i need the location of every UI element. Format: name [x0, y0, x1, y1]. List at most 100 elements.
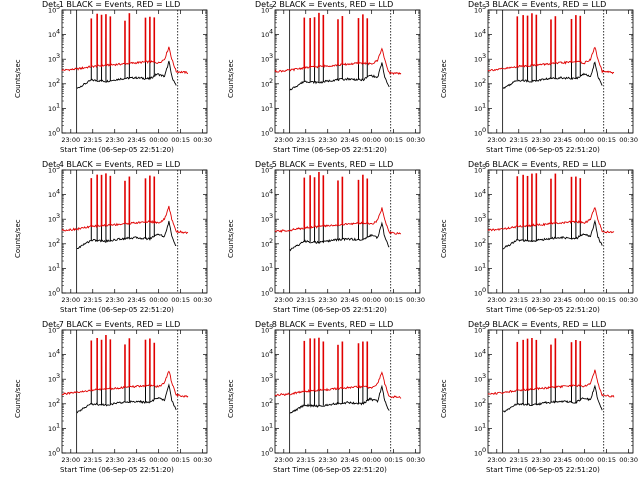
x-tick-label: 23:00: [274, 296, 293, 304]
detector-panel: 10 0 10 1 10 2 10 3 10 4 10 5 23:00 23:15 23:30 23:45 00…: [426, 160, 639, 320]
y-tick-exponent: 5: [269, 323, 273, 331]
x-tick-label: 00:30: [193, 456, 212, 464]
plot-frame: [487, 9, 634, 134]
x-tick-label: 23:30: [105, 296, 124, 304]
y-tick-label: 10: [261, 376, 269, 384]
y-tick-label: 10: [474, 327, 482, 335]
x-tick-label: 23:30: [105, 136, 124, 144]
y-tick-label: 10: [48, 191, 56, 199]
x-tick-label: 00:15: [597, 296, 616, 304]
x-tick-label: 23:15: [83, 456, 102, 464]
y-tick-label: 10: [474, 105, 482, 113]
x-tick-label: 00:00: [149, 296, 168, 304]
y-tick-exponent: 3: [56, 372, 60, 380]
y-tick-label: 10: [261, 216, 269, 224]
x-tick-label: 23:45: [553, 456, 572, 464]
detector-panel: 10 0 10 1 10 2 10 3 10 4 10 5 23:00 23:15 23:30 23:45 00…: [213, 320, 426, 480]
y-tick-label: 10: [474, 31, 482, 39]
x-tick-label: 00:00: [362, 456, 381, 464]
y-tick-label: 10: [48, 167, 56, 175]
x-tick-label: 00:30: [193, 136, 212, 144]
x-tick-label: 00:15: [597, 136, 616, 144]
x-tick-label: 23:45: [127, 296, 146, 304]
detector-panel: 10 0 10 1 10 2 10 3 10 4 10 5 23:00 23:15 23:30 23:45 00…: [0, 320, 213, 480]
series-line-lld: [487, 206, 615, 234]
detector-panel: 10 0 10 1 10 2 10 3 10 4 10 5 23:00 23:15 23:30 23:45 00…: [426, 320, 639, 480]
y-tick-exponent: 3: [56, 52, 60, 60]
y-axis-label: Counts/sec: [14, 219, 22, 258]
y-tick-exponent: 2: [482, 77, 486, 85]
x-tick-label: 23:30: [531, 456, 550, 464]
y-tick-label: 10: [261, 80, 269, 88]
y-tick-label: 10: [261, 327, 269, 335]
y-tick-label: 10: [48, 425, 56, 433]
y-tick-label: 10: [48, 31, 56, 39]
y-tick-exponent: 0: [269, 286, 273, 294]
y-tick-exponent: 0: [482, 126, 486, 134]
y-tick-label: 10: [261, 351, 269, 359]
series-line-events: [289, 62, 390, 91]
plot-frame: [274, 9, 421, 134]
plot-frame: [274, 329, 421, 454]
y-tick-label: 10: [48, 130, 56, 138]
y-tick-label: 10: [261, 7, 269, 15]
x-tick-label: 23:00: [274, 136, 293, 144]
x-tick-label: 23:00: [274, 456, 293, 464]
y-tick-exponent: 1: [56, 101, 60, 109]
y-tick-label: 10: [48, 105, 56, 113]
x-tick-label: 23:45: [340, 456, 359, 464]
series-line-events: [502, 219, 603, 250]
y-tick-label: 10: [48, 351, 56, 359]
panel-title: Det 7 BLACK = Events, RED = LLD: [42, 320, 181, 329]
y-tick-exponent: 0: [482, 286, 486, 294]
y-tick-label: 10: [48, 450, 56, 458]
y-tick-exponent: 2: [56, 397, 60, 405]
detector-panel: 10 0 10 1 10 2 10 3 10 4 10 5 23:00 23:15 23:30 23:45 00…: [0, 160, 213, 320]
detector-panel: 10 0 10 1 10 2 10 3 10 4 10 5 23:00 23:15 23:30 23:45 00…: [426, 0, 639, 160]
x-tick-label: 23:30: [318, 136, 337, 144]
y-tick-exponent: 5: [482, 323, 486, 331]
x-tick-label: 00:15: [384, 296, 403, 304]
x-tick-label: 00:15: [171, 456, 190, 464]
x-tick-label: 23:15: [83, 136, 102, 144]
x-tick-label: 23:00: [487, 136, 506, 144]
y-tick-label: 10: [474, 130, 482, 138]
series-line-events: [502, 61, 603, 89]
y-tick-exponent: 3: [269, 52, 273, 60]
x-tick-label: 00:00: [362, 296, 381, 304]
y-tick-exponent: 0: [269, 126, 273, 134]
x-axis-label: Start Time (06-Sep-05 22:51:20): [486, 466, 600, 474]
y-tick-exponent: 3: [269, 372, 273, 380]
x-tick-label: 23:30: [318, 296, 337, 304]
y-tick-label: 10: [48, 265, 56, 273]
series-line-events: [289, 384, 390, 414]
y-tick-exponent: 0: [56, 126, 60, 134]
y-tick-exponent: 0: [56, 446, 60, 454]
series-line-events: [289, 221, 390, 252]
series-line-lld: [487, 46, 615, 75]
x-tick-label: 00:00: [575, 456, 594, 464]
y-tick-label: 10: [48, 327, 56, 335]
y-tick-label: 10: [48, 376, 56, 384]
x-axis-label: Start Time (06-Sep-05 22:51:20): [60, 466, 174, 474]
y-tick-label: 10: [474, 240, 482, 248]
y-tick-exponent: 1: [269, 101, 273, 109]
x-tick-label: 23:15: [296, 296, 315, 304]
y-tick-exponent: 1: [482, 421, 486, 429]
x-tick-label: 00:15: [384, 136, 403, 144]
panel-title: Det 9 BLACK = Events, RED = LLD: [468, 320, 607, 329]
x-tick-label: 00:30: [406, 296, 425, 304]
x-axis-label: Start Time (06-Sep-05 22:51:20): [273, 146, 387, 154]
y-tick-exponent: 2: [56, 237, 60, 245]
y-tick-label: 10: [474, 167, 482, 175]
y-tick-label: 10: [48, 400, 56, 408]
y-tick-exponent: 4: [482, 28, 486, 36]
x-axis-label: Start Time (06-Sep-05 22:51:20): [273, 306, 387, 314]
plot-frame: [61, 169, 208, 294]
y-tick-exponent: 5: [56, 323, 60, 331]
y-tick-label: 10: [48, 240, 56, 248]
series-line-events: [76, 60, 177, 89]
